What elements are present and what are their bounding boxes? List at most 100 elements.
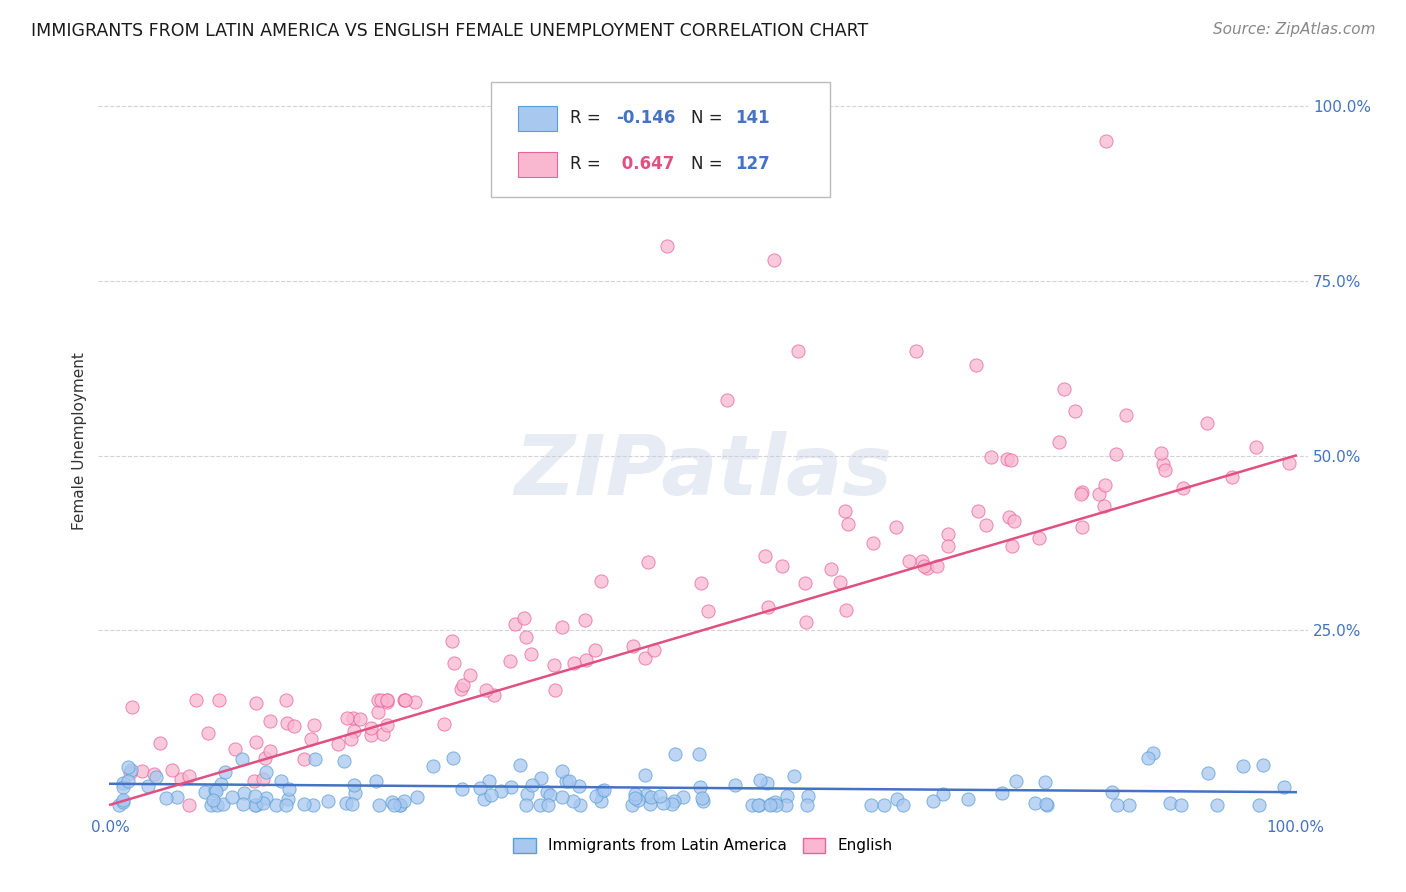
Point xyxy=(184,693,207,707)
Point xyxy=(252,796,274,810)
Point xyxy=(451,782,474,797)
Point xyxy=(1087,487,1109,501)
Point xyxy=(1002,514,1025,528)
Point xyxy=(343,786,366,800)
Point xyxy=(530,771,553,785)
Point xyxy=(1153,463,1175,477)
Point xyxy=(375,695,398,709)
Point xyxy=(1033,775,1056,789)
Point xyxy=(550,620,572,634)
Point xyxy=(754,549,776,563)
Point xyxy=(1035,797,1057,811)
Point xyxy=(277,792,299,806)
Point xyxy=(748,797,770,812)
Point xyxy=(349,712,371,726)
Point xyxy=(1142,746,1164,760)
Point xyxy=(621,640,644,654)
Point xyxy=(626,792,648,806)
Point xyxy=(912,558,935,573)
Point xyxy=(1118,797,1140,812)
Point xyxy=(243,797,266,812)
Point xyxy=(232,786,254,800)
Point xyxy=(299,732,322,747)
Point xyxy=(915,561,938,575)
Point xyxy=(1149,446,1171,460)
Point xyxy=(755,775,778,789)
Point xyxy=(231,752,253,766)
Point xyxy=(965,358,987,372)
Point xyxy=(145,770,167,784)
Point xyxy=(884,519,907,533)
Point xyxy=(537,797,560,812)
Point xyxy=(149,736,172,750)
Point xyxy=(1244,441,1267,455)
Point xyxy=(292,752,315,766)
Point xyxy=(221,790,243,805)
Text: N =: N = xyxy=(690,155,728,173)
Point xyxy=(270,774,292,789)
Point xyxy=(155,791,177,805)
Point xyxy=(583,643,606,657)
Point xyxy=(339,731,361,746)
Point xyxy=(591,794,613,808)
Point xyxy=(451,678,474,692)
Point xyxy=(367,705,389,719)
Point xyxy=(696,604,718,618)
Point xyxy=(551,764,574,779)
Point xyxy=(515,797,537,812)
Point xyxy=(112,776,135,790)
Point xyxy=(245,735,267,749)
Point xyxy=(905,343,928,358)
Point xyxy=(932,788,955,802)
Point xyxy=(422,759,444,773)
Point xyxy=(245,797,267,812)
Point xyxy=(367,693,389,707)
Point xyxy=(205,797,228,812)
Point xyxy=(688,747,710,761)
Point xyxy=(529,797,551,812)
FancyBboxPatch shape xyxy=(517,106,557,131)
Point xyxy=(536,785,558,799)
Point xyxy=(897,554,920,568)
Point xyxy=(591,574,613,589)
Point xyxy=(936,540,959,554)
Point xyxy=(1247,797,1270,812)
Point xyxy=(794,575,817,590)
Point xyxy=(404,695,426,709)
Point xyxy=(254,790,277,805)
Point xyxy=(343,779,366,793)
Point xyxy=(585,789,607,803)
Point xyxy=(797,789,820,803)
Point xyxy=(634,788,657,802)
Point xyxy=(259,744,281,758)
Point xyxy=(747,797,769,812)
Point xyxy=(998,510,1021,524)
Point xyxy=(458,667,481,681)
Point xyxy=(995,451,1018,466)
Point xyxy=(1036,797,1059,812)
Point xyxy=(335,796,357,810)
Point xyxy=(131,764,153,778)
Point xyxy=(661,797,683,811)
Point xyxy=(1028,531,1050,545)
Point xyxy=(381,796,404,810)
Point xyxy=(1004,773,1026,788)
Point xyxy=(786,343,808,358)
Point xyxy=(716,392,738,407)
Point xyxy=(520,647,543,661)
Point xyxy=(371,727,394,741)
Point xyxy=(200,797,222,812)
Text: -0.146: -0.146 xyxy=(616,109,675,127)
Point xyxy=(405,790,427,805)
Point xyxy=(1278,456,1301,470)
Point xyxy=(450,682,472,697)
Point xyxy=(121,700,143,714)
Point xyxy=(264,797,287,812)
Point xyxy=(368,797,391,812)
Point xyxy=(204,782,226,797)
Point xyxy=(202,792,225,806)
Point xyxy=(558,773,581,788)
Point xyxy=(690,575,713,590)
Point xyxy=(118,766,141,780)
Point xyxy=(1024,796,1046,810)
